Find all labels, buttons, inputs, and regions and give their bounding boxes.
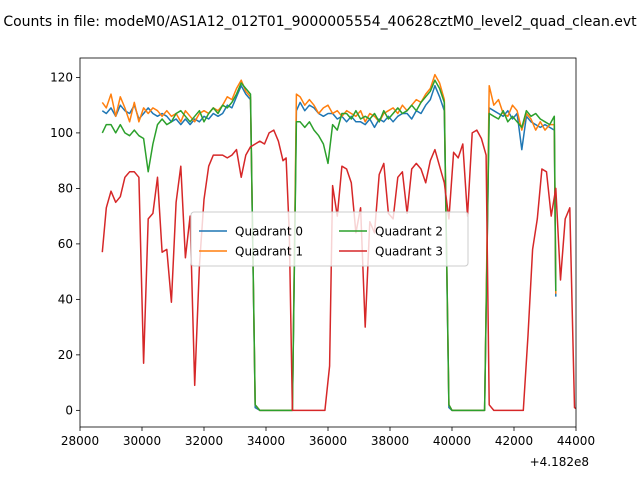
chart-title: Counts in file: modeM0/AS1A12_012T01_900…: [3, 14, 637, 30]
legend-label: Quadrant 1: [235, 245, 303, 259]
x-tick-label: 32000: [185, 434, 223, 448]
y-tick-label: 80: [58, 181, 73, 195]
series-lines: [101, 73, 576, 412]
y-tick-label: 0: [65, 403, 73, 417]
series-line-quadrant-2: [101, 79, 557, 412]
y-tick-label: 40: [58, 292, 73, 306]
y-tick-label: 120: [50, 70, 73, 84]
y-tick-label: 20: [58, 348, 73, 362]
x-tick-label: 38000: [371, 434, 409, 448]
x-tick-label: 42000: [495, 434, 533, 448]
legend-box: [190, 211, 469, 267]
legend-label: Quadrant 2: [375, 225, 443, 239]
y-axis: 0 20 40 60 80 100 120: [50, 70, 80, 417]
legend-label: Quadrant 3: [375, 245, 443, 259]
series-line-quadrant-1: [101, 73, 557, 412]
x-tick-label: 36000: [309, 434, 347, 448]
legend-label: Quadrant 0: [235, 225, 303, 239]
x-tick-label: 34000: [247, 434, 285, 448]
x-tick-label: 40000: [433, 434, 471, 448]
x-tick-label: 44000: [557, 434, 595, 448]
x-tick-label: 28000: [61, 434, 99, 448]
series-line-quadrant-3: [101, 129, 576, 412]
chart-legend: Quadrant 0 Quadrant 1 Quadrant 2 Quadrant 3: [190, 211, 469, 267]
y-tick-label: 60: [58, 237, 73, 251]
x-axis: 28000 30000 32000 34000 36000 38000 40000 42000…: [61, 427, 595, 448]
x-tick-label: 30000: [123, 434, 161, 448]
y-tick-label: 100: [50, 126, 73, 140]
x-axis-offset-label: +4.182e8: [530, 455, 589, 469]
